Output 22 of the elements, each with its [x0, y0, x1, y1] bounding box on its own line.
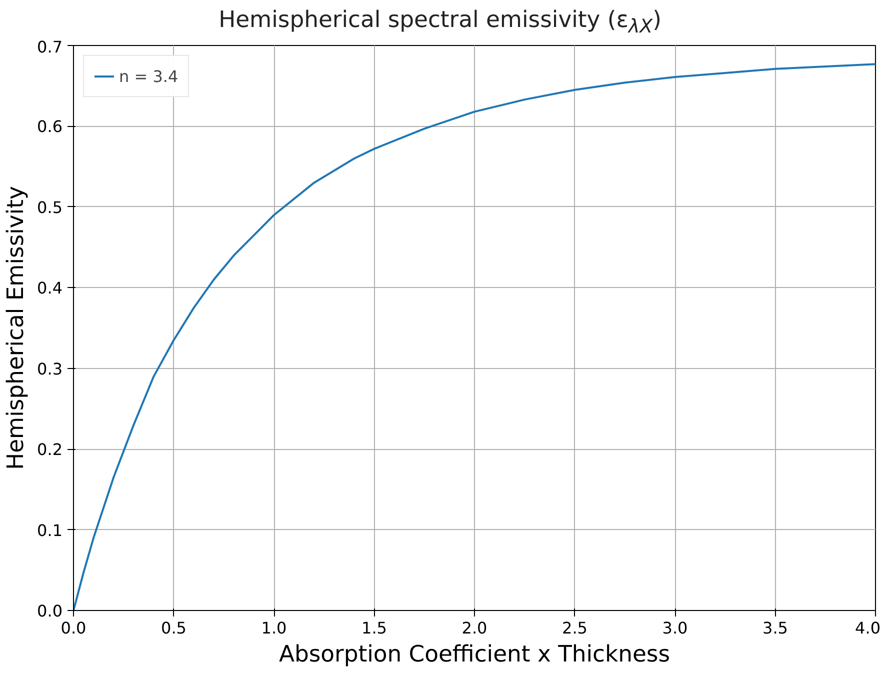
- x-tick-label: 2.0: [462, 618, 488, 638]
- y-tick-label: 0.5: [37, 198, 63, 217]
- y-tick-label: 0.2: [37, 440, 63, 460]
- y-tick-label: 0.0: [37, 602, 63, 620]
- x-tick-label: 4.0: [855, 618, 881, 638]
- line-series: [74, 63, 876, 610]
- x-tick-label: 3.0: [662, 618, 688, 638]
- chart-title: Hemispherical spectral emissivity (ε$_{λX}$): [218, 7, 662, 38]
- x-axis-title: Absorption Coefficient x Thickness: [278, 642, 670, 668]
- legend-label: n = 3.4: [119, 66, 178, 86]
- x-tick-label: 1.0: [261, 618, 287, 638]
- y-tick-label: 0.6: [37, 117, 63, 136]
- x-tick-label: 0.0: [60, 618, 86, 638]
- y-tick-label: 0.7: [37, 38, 63, 56]
- y-axis-title: Hemispherical Emissivity: [3, 186, 30, 470]
- x-tick-label: 0.5: [161, 618, 186, 638]
- y-tick-label: 0.4: [37, 278, 63, 298]
- y-tick-label: 0.3: [37, 359, 63, 378]
- x-tick-label: 1.5: [362, 618, 387, 638]
- y-tick-label: 0.1: [37, 520, 63, 540]
- x-tick-label: 2.5: [562, 618, 588, 638]
- x-tick-label: 3.5: [762, 618, 788, 638]
